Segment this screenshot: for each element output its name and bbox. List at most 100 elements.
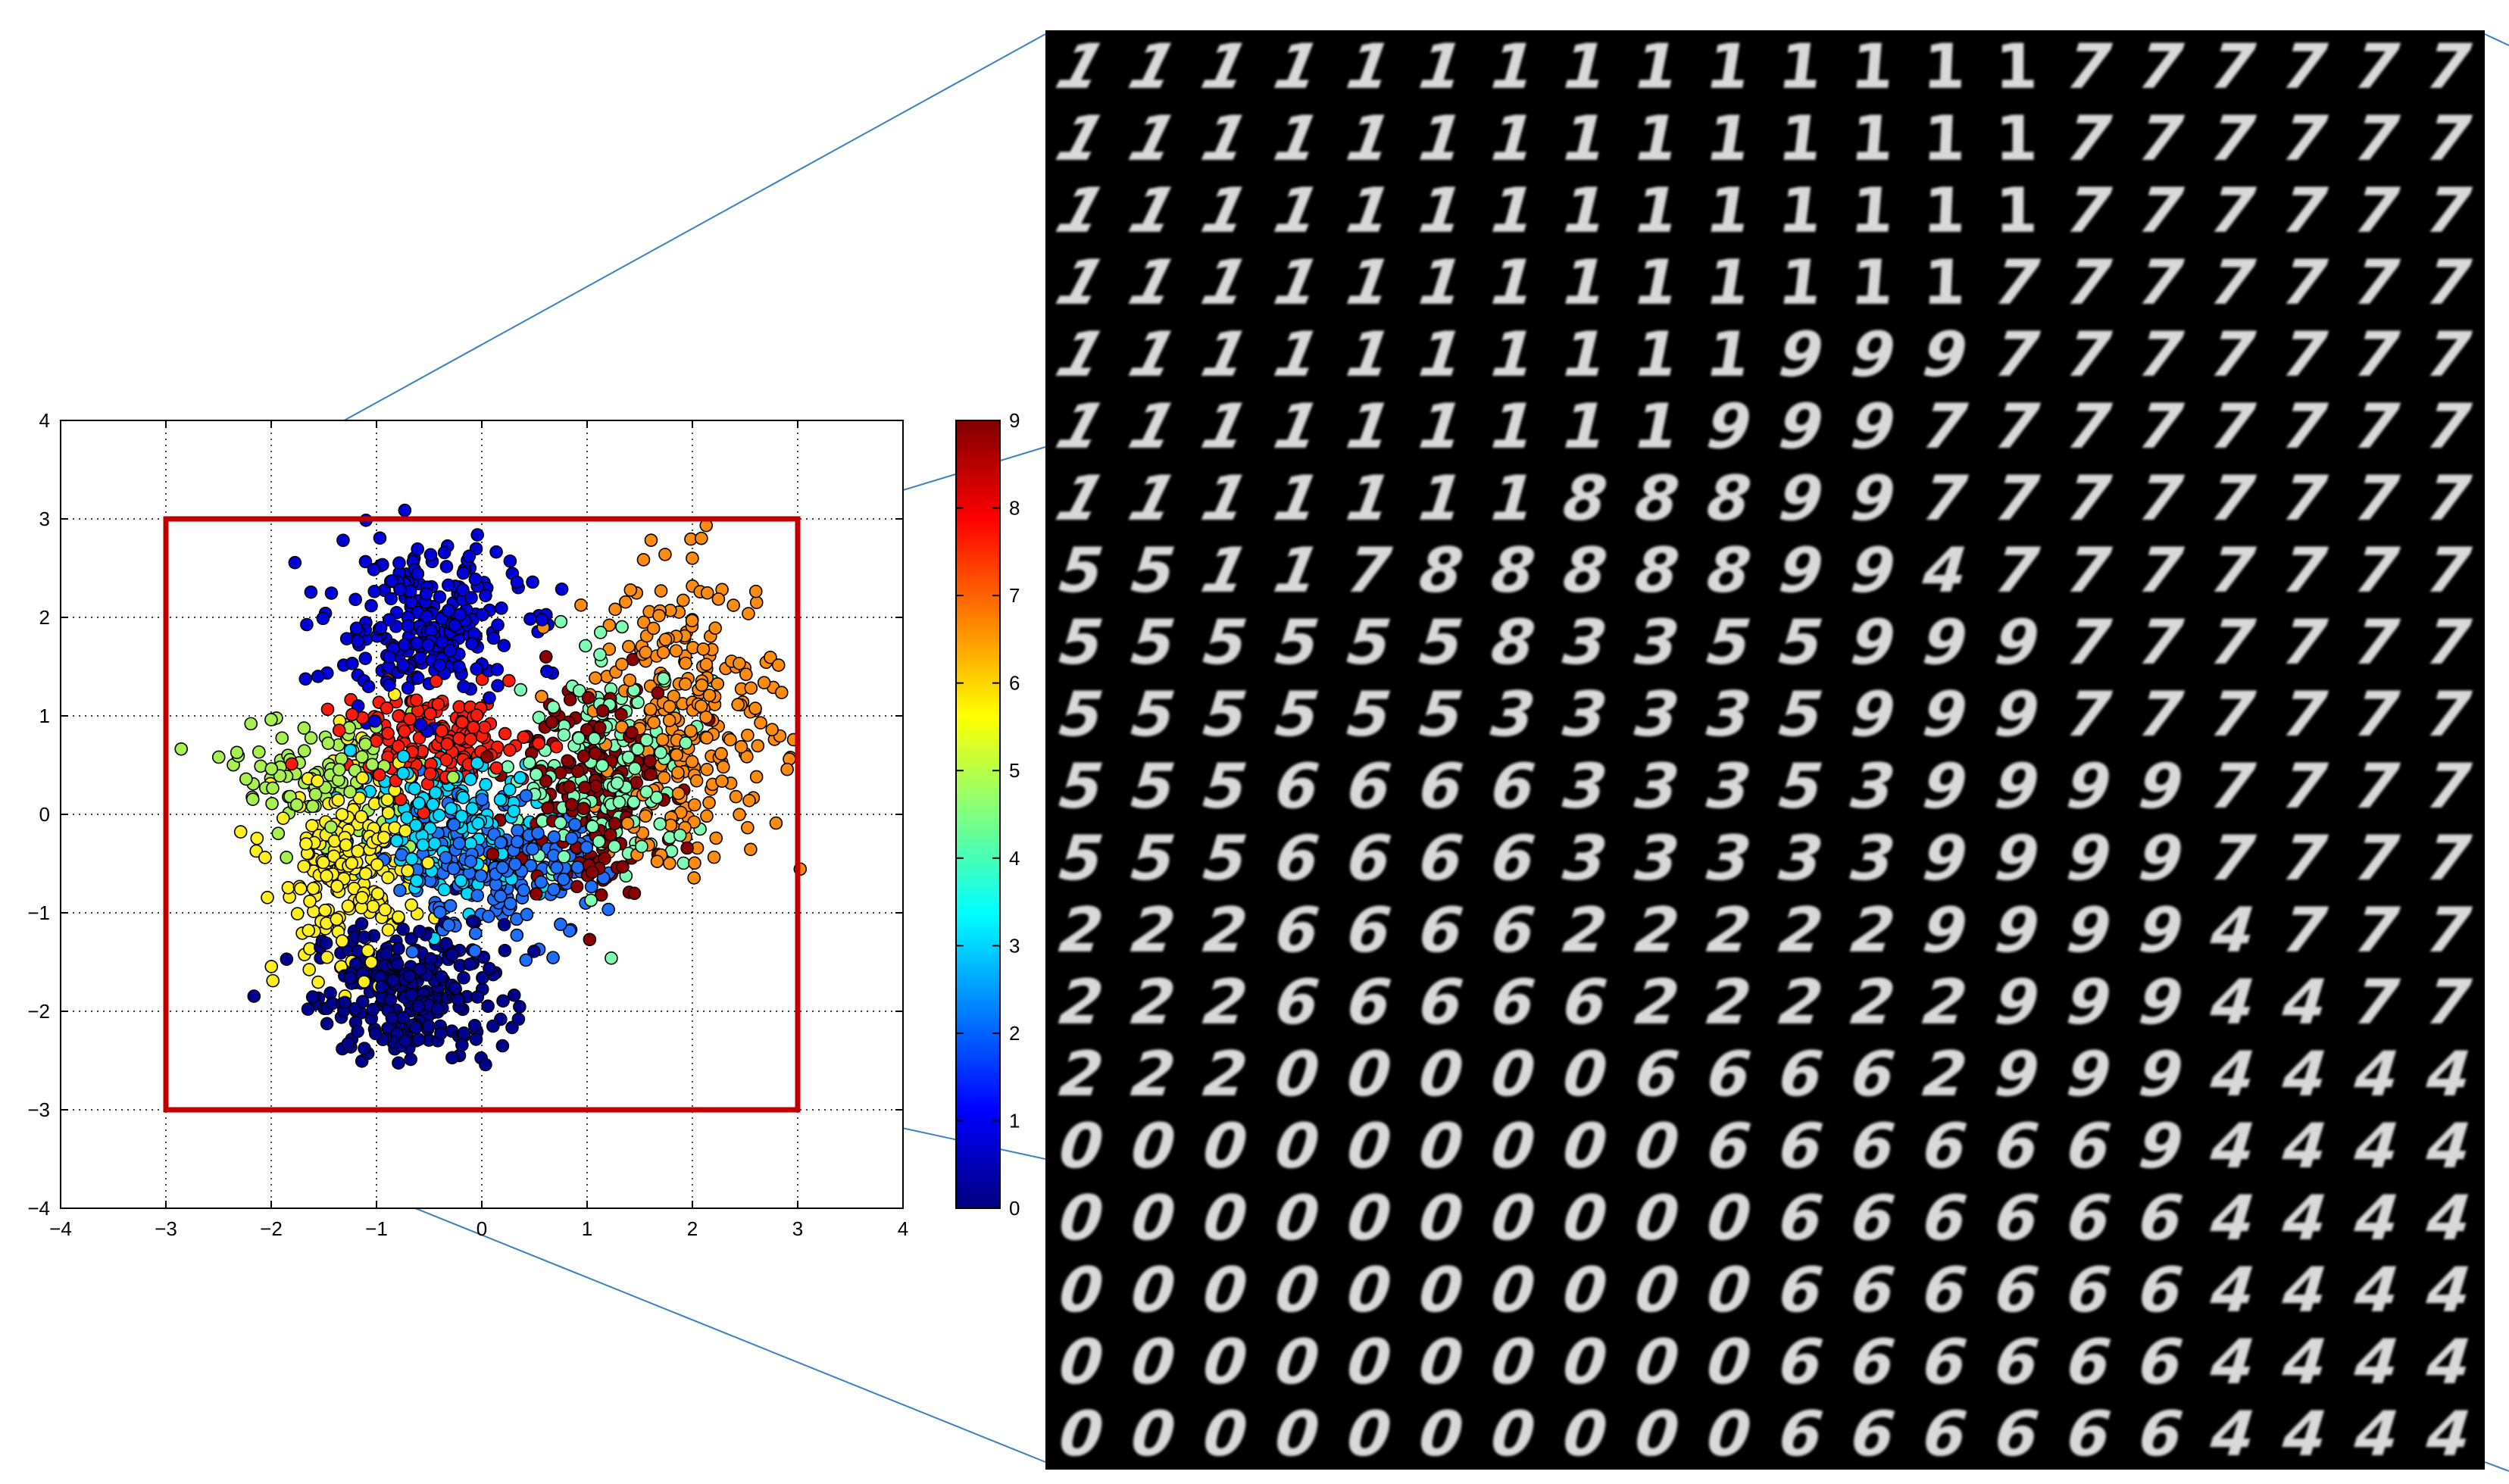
scatter-point-class-5 [324, 820, 338, 834]
x-tick-label: 2 [687, 1217, 698, 1240]
svg-text:6: 6 [1560, 967, 1611, 1039]
svg-text:7: 7 [2351, 823, 2402, 895]
generated-digit: 2 [1128, 1039, 1179, 1111]
scatter-point-class-3 [396, 767, 410, 780]
scatter-point-class-1 [288, 555, 302, 570]
svg-text:0: 0 [1056, 1326, 1107, 1398]
svg-text:7: 7 [2207, 247, 2258, 319]
scatter-point-class-0 [448, 981, 462, 995]
generated-digit: 7 [2207, 679, 2258, 751]
scatter-point-class-6 [318, 903, 332, 917]
scatter-point-class-4 [639, 785, 654, 799]
svg-text:3: 3 [1560, 751, 1611, 823]
generated-digit: 1 [1415, 391, 1467, 463]
generated-digit: 7 [2064, 103, 2114, 175]
scatter-point-class-7 [647, 715, 661, 730]
generated-digit: 3 [1632, 751, 1683, 823]
generated-digit: 9 [1992, 1039, 2042, 1111]
svg-text:9: 9 [2064, 895, 2114, 967]
generated-digit: 4 [2351, 1039, 2402, 1111]
svg-text:4: 4 [2423, 1111, 2474, 1183]
svg-text:7: 7 [2423, 679, 2474, 751]
scatter-point-class-8 [489, 761, 504, 775]
svg-text:0: 0 [1488, 1039, 1539, 1111]
svg-text:1: 1 [1777, 31, 1825, 103]
svg-text:9: 9 [2064, 751, 2114, 823]
generated-digit: 1 [1707, 319, 1752, 391]
svg-text:4: 4 [2351, 1398, 2402, 1470]
scatter-point-class-5 [239, 772, 253, 786]
scatter-point-class-0 [366, 1002, 380, 1017]
generated-digit: 0 [1344, 1326, 1395, 1398]
scatter-point-class-1 [421, 638, 435, 652]
svg-text:9: 9 [2064, 823, 2114, 895]
generated-digit: 6 [1272, 895, 1323, 967]
scatter-point-class-4 [612, 795, 626, 809]
generated-digit: 0 [1056, 1183, 1107, 1254]
svg-text:6: 6 [1992, 1254, 2042, 1326]
scatter-point-class-7 [711, 676, 725, 691]
svg-text:2: 2 [1056, 967, 1107, 1039]
scatter-point-class-7 [623, 673, 637, 687]
scatter-point-class-1 [367, 563, 381, 576]
svg-text:7: 7 [2279, 175, 2330, 247]
svg-text:4: 4 [2279, 1039, 2330, 1111]
svg-text:7: 7 [2351, 463, 2402, 535]
svg-text:2: 2 [1848, 895, 1898, 967]
generated-digit: 0 [1344, 1183, 1395, 1254]
scatter-point-class-3 [410, 873, 423, 888]
generated-digit: 6 [1848, 1254, 1898, 1326]
scatter-point-class-8 [403, 712, 417, 726]
svg-text:1: 1 [1636, 247, 1679, 319]
scatter-point-class-8 [409, 693, 423, 708]
scatter-point-class-0 [455, 1038, 469, 1052]
scatter-point-class-5 [446, 770, 460, 784]
scatter-point-class-9 [585, 865, 599, 879]
scatter-point-class-0 [392, 1056, 405, 1070]
y-tick-label: −4 [27, 1197, 50, 1220]
generated-digit: 7 [2064, 535, 2114, 607]
generated-digit: 7 [2279, 247, 2330, 319]
generated-digit: 6 [1416, 895, 1467, 967]
svg-text:7: 7 [2279, 247, 2330, 319]
svg-text:7: 7 [2207, 391, 2258, 463]
generated-digit: 7 [2136, 535, 2186, 607]
svg-text:7: 7 [2064, 175, 2114, 247]
scatter-point-class-0 [497, 917, 511, 932]
scatter-point-class-3 [389, 834, 404, 848]
svg-text:1: 1 [1415, 247, 1467, 319]
scatter-point-class-3 [444, 801, 458, 816]
generated-digit: 9 [2136, 823, 2186, 895]
generated-digit: 3 [1776, 823, 1826, 895]
svg-text:0: 0 [1416, 1183, 1467, 1254]
generated-digit: 3 [1560, 607, 1611, 679]
svg-text:0: 0 [1128, 1398, 1179, 1470]
generated-digit: 0 [1560, 1254, 1611, 1326]
svg-text:0: 0 [1344, 1183, 1395, 1254]
y-tick-label: −1 [27, 901, 50, 924]
scatter-point-class-0 [305, 990, 320, 1004]
generated-digit: 5 [1776, 679, 1826, 751]
scatter-point-class-8 [464, 733, 477, 746]
svg-text:7: 7 [2351, 607, 2402, 679]
scatter-point-class-1 [411, 671, 425, 685]
svg-text:7: 7 [2207, 679, 2258, 751]
scatter-point-class-2 [519, 953, 533, 967]
svg-text:0: 0 [1704, 1254, 1754, 1326]
scatter-point-class-2 [554, 917, 567, 932]
scatter-point-class-7 [723, 733, 737, 747]
generated-digit: 7 [2136, 463, 2186, 535]
scatter-point-class-1 [373, 531, 387, 545]
svg-text:5: 5 [1416, 607, 1467, 679]
generated-digit: 6 [1992, 1183, 2042, 1254]
generated-digit: 4 [2207, 1183, 2258, 1254]
colorbar-tick-label: 1 [1009, 1109, 1020, 1132]
svg-text:0: 0 [1488, 1254, 1539, 1326]
svg-text:0: 0 [1416, 1254, 1467, 1326]
generated-digit: 0 [1488, 1254, 1539, 1326]
generated-digit: 0 [1488, 1111, 1539, 1183]
scatter-point-class-4 [572, 683, 586, 698]
svg-text:2: 2 [1632, 967, 1683, 1039]
scatter-point-class-6 [355, 810, 368, 823]
svg-text:6: 6 [1488, 967, 1539, 1039]
